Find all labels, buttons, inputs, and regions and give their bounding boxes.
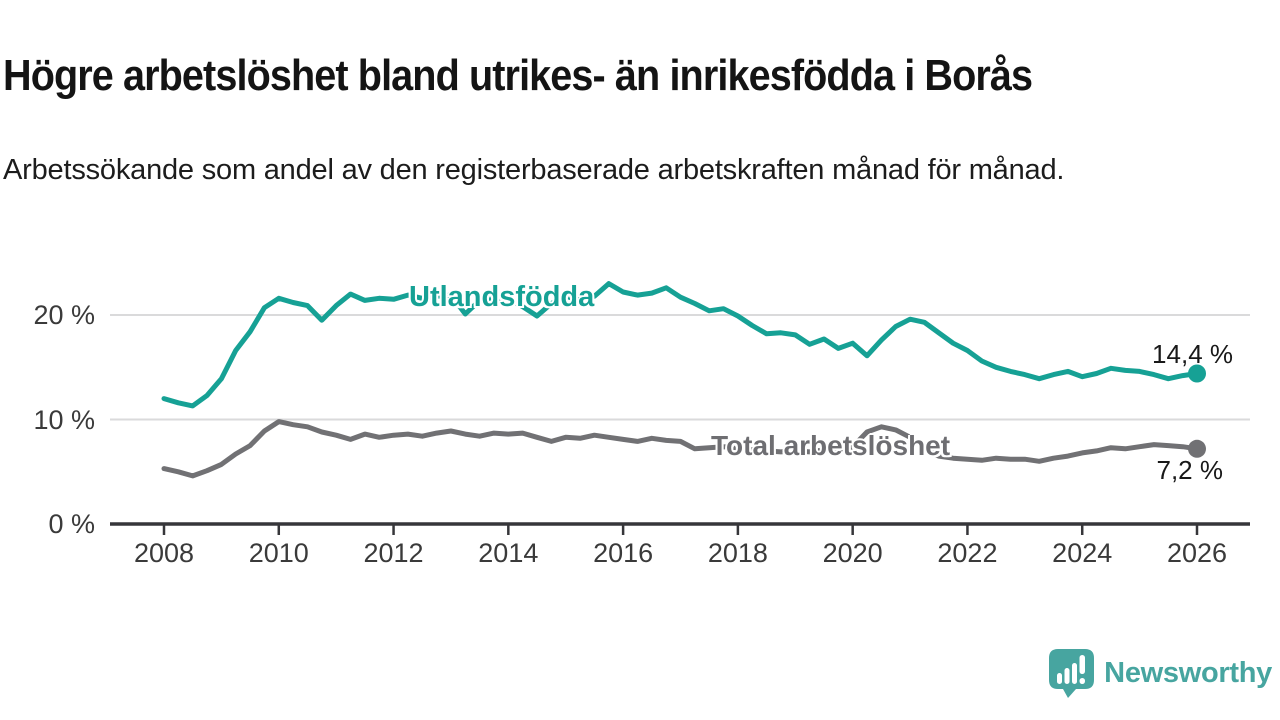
newsworthy-logo-icon (1049, 649, 1095, 698)
series-line-1 (161, 419, 1200, 479)
x-tick-label-2014: 2014 (478, 538, 539, 568)
end-value-label-utlandsfodda: 14,4 % (1152, 339, 1233, 369)
series-label-utlandsfodda: Utlandsfödda (409, 281, 595, 313)
series-label-total-arbetsloshet: Total arbetslöshet (711, 430, 951, 461)
end-value-label-total: 7,2 % (1156, 455, 1224, 485)
x-tick-label-2008: 2008 (133, 538, 195, 568)
series-line-0 (161, 281, 1200, 409)
y-tick-label-10: 10 % (33, 404, 95, 435)
x-tick-label-2022: 2022 (937, 538, 998, 568)
series-end-dot-0 (1188, 364, 1206, 383)
bar-1 (1057, 673, 1063, 684)
newsworthy-branding: Newsworthy (1048, 648, 1272, 699)
series-end-dot-1 (1188, 439, 1206, 458)
x-tick-label-2018: 2018 (707, 538, 768, 568)
x-tick-label-2010: 2010 (248, 538, 309, 568)
page-subtitle: Arbetssökande som andel av den registerb… (3, 154, 1065, 186)
exclamation-bar (1079, 655, 1086, 674)
y-tick-label-0: 0 % (48, 509, 95, 539)
x-tick-label-2012: 2012 (363, 538, 424, 568)
exclamation-dot (1079, 678, 1086, 684)
page-title: Högre arbetslöshet bland utrikes- än inr… (3, 51, 1033, 101)
newsworthy-wordmark: Newsworthy (1104, 657, 1272, 689)
y-tick-label-20: 20 % (33, 300, 95, 330)
x-tick-label-2026: 2026 (1166, 538, 1228, 568)
bar-3 (1072, 663, 1078, 684)
x-tick-label-2016: 2016 (593, 538, 654, 568)
x-tick-label-2020: 2020 (822, 538, 883, 568)
bar-2 (1064, 668, 1070, 684)
x-tick-label-2024: 2024 (1052, 538, 1113, 568)
speech-bubble-shape (1049, 649, 1095, 698)
